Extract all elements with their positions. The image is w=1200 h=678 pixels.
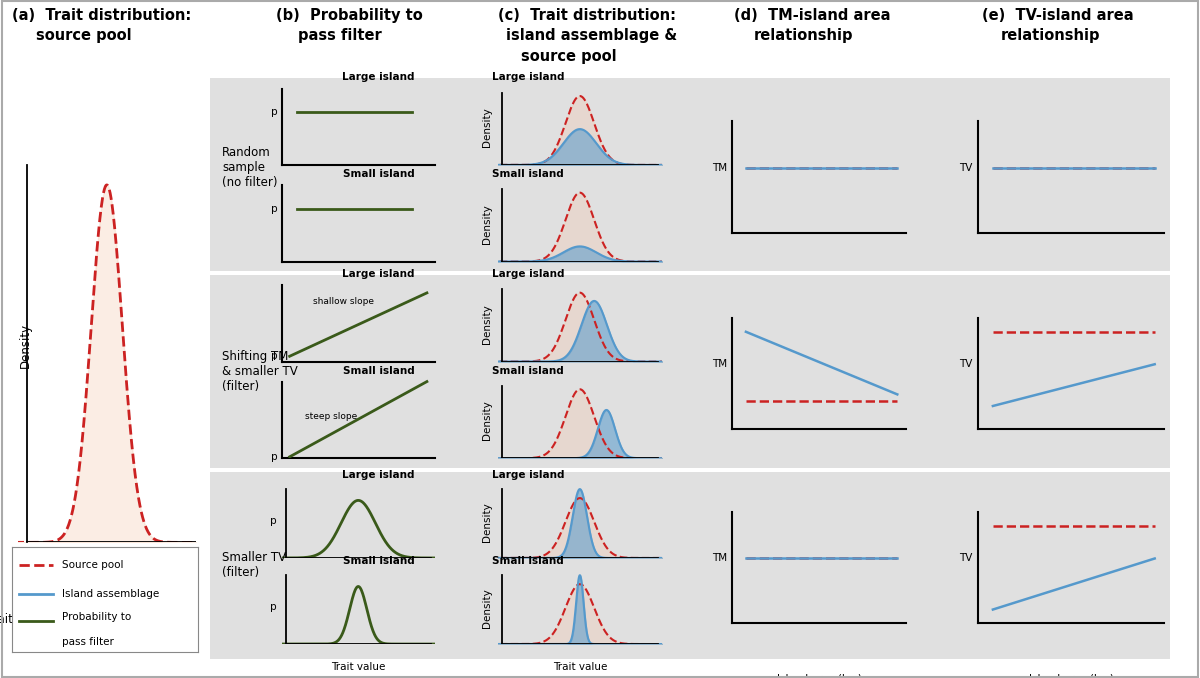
- Text: Random
sample
(no filter): Random sample (no filter): [222, 146, 277, 189]
- Text: Large island: Large island: [492, 73, 564, 82]
- Text: Large island: Large island: [342, 470, 415, 480]
- Text: p: p: [270, 601, 276, 612]
- Text: (d)  TM-island area: (d) TM-island area: [734, 8, 890, 23]
- Text: (c)  Trait distribution:: (c) Trait distribution:: [498, 8, 676, 23]
- Text: Smaller TV
(filter): Smaller TV (filter): [222, 551, 286, 580]
- Text: pass filter: pass filter: [298, 28, 382, 43]
- Text: source pool: source pool: [36, 28, 132, 43]
- Text: Small island: Small island: [343, 365, 414, 376]
- Text: Trait value: Trait value: [553, 662, 607, 672]
- Text: Density: Density: [19, 323, 32, 368]
- Text: (a)  Trait distribution:: (a) Trait distribution:: [12, 8, 191, 23]
- Text: TM: TM: [712, 359, 727, 370]
- Text: Large island: Large island: [342, 73, 415, 82]
- Text: Density: Density: [481, 107, 492, 147]
- Text: relationship: relationship: [1001, 28, 1100, 43]
- Text: pass filter: pass filter: [62, 637, 114, 647]
- Text: Small island: Small island: [343, 169, 414, 179]
- Text: Small island: Small island: [492, 365, 564, 376]
- Text: Probability to: Probability to: [62, 612, 132, 622]
- Text: island assemblage &: island assemblage &: [506, 28, 678, 43]
- Text: Island area (log): Island area (log): [776, 674, 862, 678]
- Text: steep slope: steep slope: [305, 412, 358, 421]
- Text: TM: TM: [712, 163, 727, 173]
- Text: shallow slope: shallow slope: [312, 297, 373, 306]
- Text: Trait value: Trait value: [0, 613, 49, 626]
- Text: source pool: source pool: [521, 49, 617, 64]
- Text: Large island: Large island: [492, 470, 564, 480]
- Text: TV: TV: [959, 163, 972, 173]
- Text: p: p: [271, 351, 277, 361]
- Text: p: p: [271, 107, 277, 117]
- Text: Large island: Large island: [342, 269, 415, 279]
- Text: Density: Density: [481, 204, 492, 243]
- Text: Large island: Large island: [492, 269, 564, 279]
- Text: Shifting TM
& smaller TV
(filter): Shifting TM & smaller TV (filter): [222, 350, 298, 393]
- Text: TV: TV: [959, 359, 972, 370]
- Text: Small island: Small island: [343, 556, 414, 566]
- Text: Density: Density: [481, 502, 492, 542]
- Text: TM: TM: [712, 553, 727, 563]
- Text: Island assemblage: Island assemblage: [62, 589, 160, 599]
- Text: Source pool: Source pool: [62, 559, 124, 570]
- Text: p: p: [270, 515, 276, 525]
- Text: p: p: [271, 452, 277, 462]
- Text: Small island: Small island: [492, 556, 564, 566]
- Text: p: p: [271, 203, 277, 214]
- Text: Density: Density: [481, 304, 492, 344]
- Text: Density: Density: [481, 401, 492, 440]
- Text: Island area (log): Island area (log): [1028, 674, 1114, 678]
- Text: Trait value: Trait value: [331, 662, 385, 672]
- Text: Small island: Small island: [492, 169, 564, 179]
- Text: Density: Density: [481, 589, 492, 628]
- Text: relationship: relationship: [754, 28, 853, 43]
- Text: (b)  Probability to: (b) Probability to: [276, 8, 422, 23]
- Text: (e)  TV-island area: (e) TV-island area: [982, 8, 1133, 23]
- Text: TV: TV: [959, 553, 972, 563]
